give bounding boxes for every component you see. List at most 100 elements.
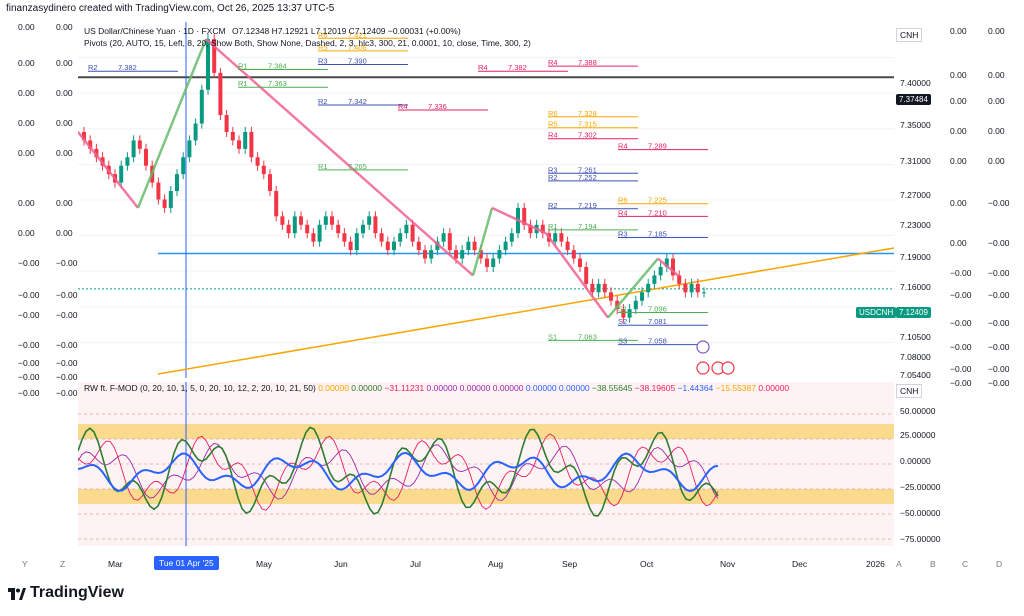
candle-body [671, 258, 675, 276]
candle-body [354, 233, 359, 251]
pivot-level-label: R6 [548, 109, 558, 118]
price-axis-label: 7.19000 [900, 252, 931, 262]
pivot-level-value: 7.384 [268, 62, 287, 71]
left-scale-value-a: −0.00 [18, 388, 40, 398]
left-scale-value-b: −0.00 [56, 388, 78, 398]
right-scale-value-b: −0.00 [988, 290, 1010, 300]
candle-body [640, 292, 644, 301]
pivot-level-label: R2 [88, 63, 98, 72]
oscillator-pane[interactable] [77, 382, 894, 546]
pivot-level-value: 7.289 [648, 142, 667, 151]
right-scale-value-b: −0.00 [988, 378, 1010, 388]
candle-body [125, 157, 130, 166]
oscillator-axis[interactable]: 50.00000 25.00000 0.00000 −25.00000 −50.0000… [896, 382, 960, 546]
tradingview-brand[interactable]: TradingView [8, 584, 124, 602]
pivot-level-label: R3 [548, 165, 558, 174]
candle-body [410, 224, 415, 242]
pivot-level-label: R3 [318, 56, 328, 65]
pivot-level-label: R4 [398, 102, 408, 111]
candle-body [144, 148, 148, 166]
oscillator-chart[interactable] [77, 382, 894, 546]
oscillator-legend-value: −1.44364 [675, 383, 714, 393]
pivot-level-value: 7.210 [648, 208, 667, 217]
tradingview-logo-icon [8, 587, 26, 600]
candle-body [447, 233, 452, 251]
event-marker-icon [696, 340, 710, 354]
candle-body [509, 233, 514, 242]
crosshair-date-label: Tue 01 Apr '25 [154, 556, 219, 570]
pivot-level-value: 7.058 [648, 337, 667, 346]
oscillator-axis-label: 0.00000 [900, 456, 931, 466]
candle-body [689, 283, 694, 293]
price-axis-label: 7.27000 [900, 190, 931, 200]
right-scale-value-a: −0.00 [950, 342, 972, 352]
candle-body [466, 241, 471, 251]
candle-body [162, 199, 167, 208]
pivot-level-label: R3 [618, 229, 628, 238]
pivot-level-label: S1 [548, 332, 557, 341]
oscillator-currency-label[interactable]: CNH [896, 384, 923, 398]
oscillator-legend-value: 0.00000 [523, 383, 557, 393]
oscillator-legend[interactable]: RW ft. F-MOD (0, 20, 10, 1, 5, 0, 20, 10… [84, 383, 789, 393]
price-axis-label: 7.08000 [900, 352, 931, 362]
candle-body [88, 140, 93, 149]
corner-label: B [930, 559, 936, 569]
candle-body [429, 250, 434, 259]
oscillator-legend-value: −31.11231 [382, 383, 425, 393]
candle-body [156, 182, 161, 200]
right-scale-value-b: 0.00 [988, 96, 1005, 106]
left-scale-value-b: 0.00 [56, 88, 73, 98]
pivot-level-value: 7.225 [648, 196, 667, 205]
candle-body [578, 258, 582, 267]
candle-body [243, 131, 248, 149]
pivots-legend[interactable]: Pivots (20, AUTO, 15, Left, 8, 20, Show … [84, 38, 531, 48]
time-axis-label: Dec [792, 559, 808, 569]
pivot-level-value: 7.185 [648, 229, 667, 238]
pivot-level-label: R4 [618, 142, 628, 151]
price-axis-label: 7.10500 [900, 332, 931, 342]
right-scale-value-a: −0.00 [950, 290, 972, 300]
currency-label[interactable]: CNH [896, 28, 923, 42]
right-scale-value-b: −0.00 [988, 198, 1010, 208]
oscillator-name: RW ft. F-MOD (0, 20, 10, 1, 5, 0, 20, 10… [84, 383, 316, 393]
candle-body [280, 216, 285, 225]
oscillator-axis-label: −75.00000 [900, 534, 941, 544]
candle-body [398, 233, 403, 242]
candle-body [664, 258, 669, 267]
last-price-tag: 7.12409 [896, 307, 931, 318]
pivot-level-value: 7.219 [578, 201, 597, 210]
pivot-level-label: R2 [548, 173, 558, 182]
pivot-level-label: S1 [618, 305, 627, 314]
symbol-legend[interactable]: US Dollar/Chinese Yuan · 1D · FXCM O7.12… [84, 26, 461, 36]
pivot-level-value: 7.081 [648, 317, 667, 326]
pivot-level-value: 7.328 [578, 109, 597, 118]
candle-body [695, 283, 700, 293]
candle-body [311, 233, 316, 242]
candle-body [435, 241, 440, 251]
left-scale-value-b: −0.00 [56, 358, 78, 368]
event-marker-icon [721, 361, 735, 375]
candle-body [621, 309, 626, 318]
price-pane[interactable]: R6 7.421 R5 7.406 R3 7.390 R4 7.382 R4 7.388 R2 7.3… [77, 22, 895, 378]
price-chart[interactable]: R6 7.421 R5 7.406 R3 7.390 R4 7.382 R4 7.388 R2 7.3… [77, 22, 895, 378]
pivot-level-label: R1 [238, 79, 248, 88]
left-scale-value-a: 0.00 [18, 148, 35, 158]
left-scale-value-a: −0.00 [18, 290, 40, 300]
zigzag-segment [471, 207, 494, 276]
candle-body [323, 216, 328, 225]
pivot-level-label: R4 [548, 131, 558, 140]
price-axis[interactable]: 7.40000 7.35000 7.31000 7.27000 7.23000 7.190… [896, 22, 944, 380]
candle-body [268, 174, 272, 192]
pivot-level-value: 7.382 [118, 63, 137, 72]
event-marker-icon [696, 361, 710, 375]
candle-body [119, 165, 124, 183]
candle-body [392, 241, 396, 251]
candle-body [299, 216, 303, 225]
ticker-tag: USDCNH [856, 307, 897, 318]
pivot-level-label: S2 [618, 317, 627, 326]
right-scale-value-a: 0.00 [950, 96, 967, 106]
candle-body [137, 140, 142, 149]
time-axis-label: Oct [640, 559, 654, 569]
right-scale-value-a: 0.00 [950, 70, 967, 80]
candle-body [367, 216, 372, 225]
